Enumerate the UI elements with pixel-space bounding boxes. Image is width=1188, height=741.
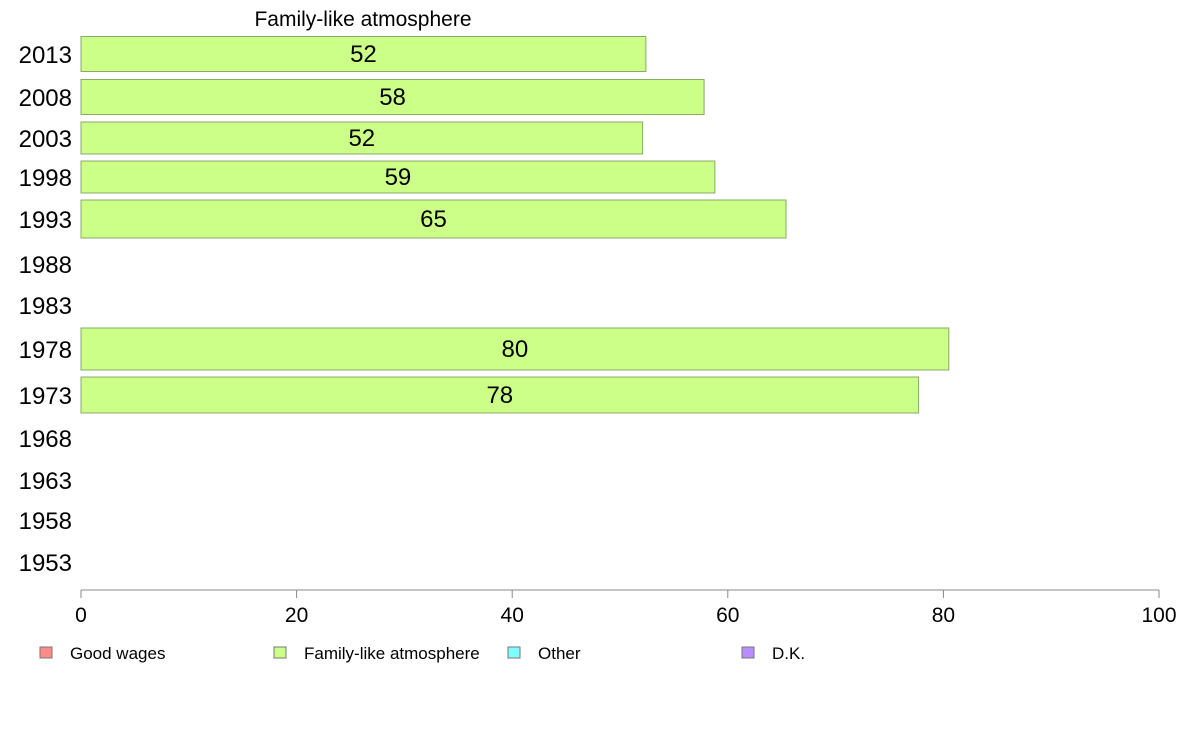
x-tick-label-80: 80 xyxy=(932,604,955,627)
chart-title: Family-like atmosphere xyxy=(254,8,471,31)
bar-1978 xyxy=(80,327,950,371)
y-tick-label-1968: 1968 xyxy=(19,426,72,453)
y-tick-label-1998: 1998 xyxy=(19,165,72,192)
y-tick-label-2008: 2008 xyxy=(19,85,72,112)
bar-value-label-2003: 52 xyxy=(348,125,375,152)
y-tick-label-1958: 1958 xyxy=(19,508,72,535)
legend-label-1: Good wages xyxy=(70,644,165,663)
bar-value-label-1993: 65 xyxy=(420,206,447,233)
bar-value-label-1978: 80 xyxy=(502,336,529,363)
bar-1973 xyxy=(80,376,920,414)
y-axis-labels: 2013 2008 2003 1998 1993 1988 1983 1978 1973 1968… xyxy=(19,42,72,577)
x-tick-label-0: 0 xyxy=(75,604,87,627)
y-tick-label-2003: 2003 xyxy=(19,126,72,153)
y-tick-label-1993: 1993 xyxy=(19,207,72,234)
bar-value-label-2013: 52 xyxy=(350,41,377,68)
bar-value-label-2008: 58 xyxy=(379,84,406,111)
bar-2003 xyxy=(80,121,644,155)
x-tick-label-40: 40 xyxy=(501,604,524,627)
legend-swatch-1 xyxy=(39,646,53,659)
legend-label-3: Other xyxy=(538,644,581,663)
legend: Good wages Family-like atmosphere Other D.K… xyxy=(39,644,805,663)
legend-swatch-3 xyxy=(507,646,521,659)
bar-2013 xyxy=(80,36,647,72)
bar-value-label-1998: 59 xyxy=(385,164,412,191)
bar-1998 xyxy=(80,160,716,194)
y-tick-label-1973: 1973 xyxy=(19,383,72,410)
y-tick-label-2013: 2013 xyxy=(19,42,72,69)
bar-value-label-1973: 78 xyxy=(486,382,513,409)
legend-swatch-2 xyxy=(273,646,287,659)
y-tick-label-1983: 1983 xyxy=(19,293,72,320)
y-tick-label-1978: 1978 xyxy=(19,337,72,364)
x-tick-label-100: 100 xyxy=(1141,604,1176,627)
y-tick-label-1953: 1953 xyxy=(19,550,72,577)
y-tick-label-1988: 1988 xyxy=(19,252,72,279)
legend-label-4: D.K. xyxy=(772,644,805,663)
x-axis: 0 20 40 60 80 100 xyxy=(75,589,1177,627)
legend-swatch-4 xyxy=(741,646,755,659)
bar-2008 xyxy=(80,79,705,115)
legend-label-2: Family-like atmosphere xyxy=(304,644,480,663)
x-tick-label-60: 60 xyxy=(716,604,739,627)
bar-1993 xyxy=(80,199,787,239)
x-tick-label-20: 20 xyxy=(285,604,308,627)
y-tick-label-1963: 1963 xyxy=(19,468,72,495)
